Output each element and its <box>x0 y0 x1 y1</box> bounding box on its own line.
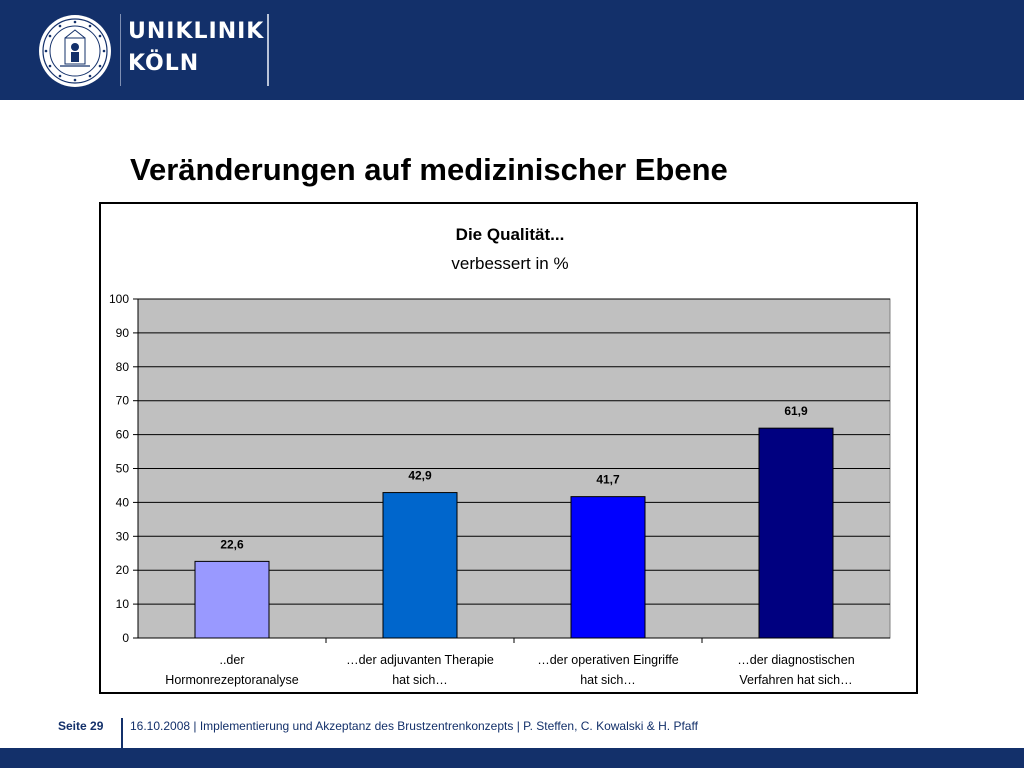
y-tick-label: 40 <box>116 495 130 509</box>
logo-divider-left <box>120 14 121 86</box>
x-category-label: Hormonrezeptoranalyse <box>165 673 298 687</box>
y-tick-label: 30 <box>116 529 130 543</box>
logo-line-1: UNIKLINIK <box>128 19 265 44</box>
chart-frame: Die Qualität... verbessert in % 0 10 20 30 4… <box>99 202 918 694</box>
y-tick-label: 70 <box>116 394 130 408</box>
x-category-label: …der diagnostischen <box>737 653 854 667</box>
bar <box>194 560 270 639</box>
footer-divider <box>121 718 123 768</box>
logo-wordmark: UNIKLINIK KÖLN <box>128 16 264 80</box>
footer-page-number: Seite 29 <box>58 719 104 733</box>
y-tick-label: 80 <box>116 360 130 374</box>
footer-text: 16.10.2008 | Implementierung und Akzepta… <box>130 719 698 733</box>
x-category-label: …der adjuvanten Therapie <box>346 653 494 667</box>
data-label: 22,6 <box>220 537 244 551</box>
data-label: 42,9 <box>408 469 432 483</box>
y-tick-label: 10 <box>116 597 130 611</box>
x-category-label: hat sich… <box>580 673 636 687</box>
bar <box>570 496 646 639</box>
chart-subtitle: verbessert in % <box>451 254 568 273</box>
university-seal-icon <box>39 15 111 87</box>
y-tick-label: 0 <box>122 631 129 645</box>
chart-title: Die Qualität... <box>456 225 565 244</box>
x-category-label: …der operativen Eingriffe <box>537 653 679 667</box>
slide-title: Veränderungen auf medizinischer Ebene <box>130 152 728 187</box>
header-bar: UNIKLINIK KÖLN <box>0 0 1024 100</box>
x-category-label: ..der <box>219 653 244 667</box>
bar <box>382 492 458 639</box>
logo-divider <box>267 14 269 86</box>
bar <box>758 427 834 639</box>
data-label: 61,9 <box>784 404 808 418</box>
logo-line-2: KÖLN <box>128 51 200 76</box>
bar-chart: Die Qualität... verbessert in % 0 10 20 30 4… <box>109 225 891 687</box>
y-tick-label: 20 <box>116 563 130 577</box>
y-tick-label: 50 <box>116 462 130 476</box>
plot-area: 0 10 20 30 40 50 60 70 80 90 100 22,6 ..der Hormonrez… <box>109 292 891 687</box>
y-tick-label: 60 <box>116 428 130 442</box>
x-category-label: Verfahren hat sich… <box>739 673 852 687</box>
footer-bar <box>0 748 1024 768</box>
y-tick-label: 100 <box>109 292 129 306</box>
x-category-label: hat sich… <box>392 673 448 687</box>
y-tick-label: 90 <box>116 326 130 340</box>
data-label: 41,7 <box>596 473 620 487</box>
